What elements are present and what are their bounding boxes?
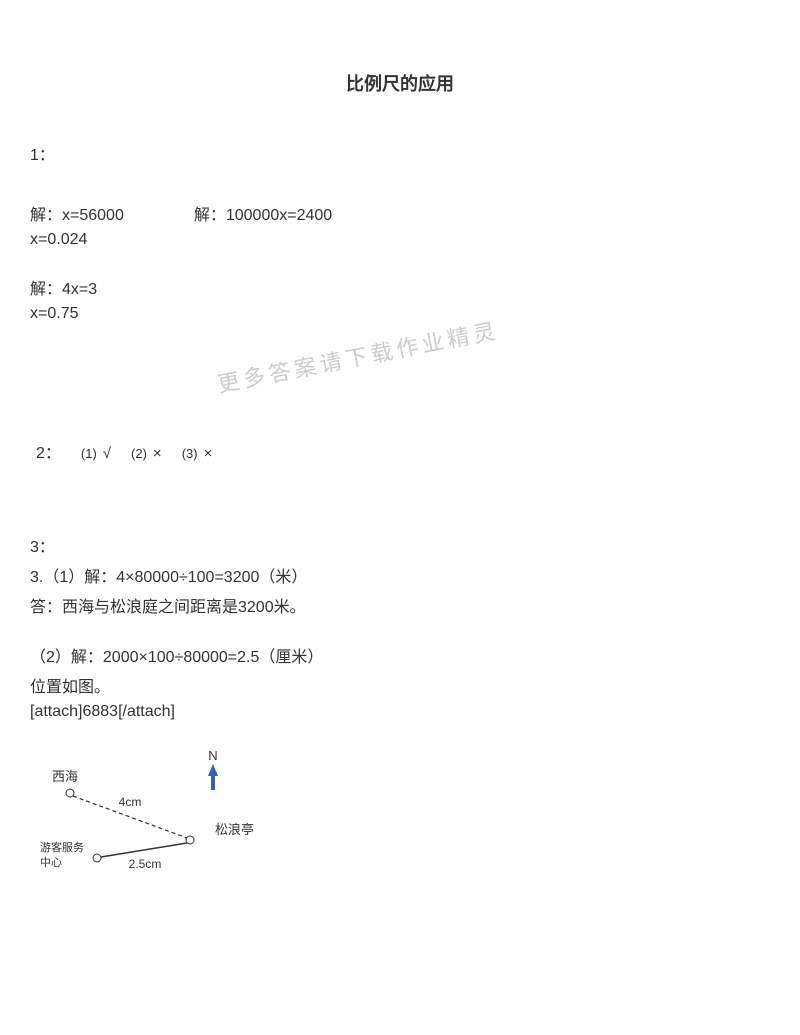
len1-label: 4cm [119,795,142,809]
service-label-1: 游客服务 [40,840,84,854]
q2-label: 2： [36,439,61,463]
q2-mark-3: × [204,445,213,462]
q2-item-1: (1) √ [81,445,111,462]
q3-p1-sol: 3.（1）解：4×80000÷100=3200（米） [30,563,770,587]
map-diagram: N 西海 4cm 松浪亭 游客服务 中心 2.5cm [35,746,770,891]
q2-idx-3: (3) [182,446,198,461]
north-label: N [208,748,217,763]
q2-row: 2： (1) √ (2) × (3) × [30,439,770,463]
q1-label: 1： [30,141,770,165]
q2-item-2: (2) × [131,445,162,462]
q2-item-3: (3) × [182,445,213,462]
xihai-label: 西海 [52,769,78,784]
q3-label: 3： [30,533,770,557]
q3-p1-ans: 答：西海与松浪庭之间距离是3200米。 [30,593,770,617]
q3-p2-pos: 位置如图。 [30,673,770,697]
q1-sol1a: 解：x=56000 [30,201,124,225]
q1-sol2a: 解：4x=3 [30,275,770,299]
page-title: 比例尺的应用 [30,70,770,96]
songlang-label: 松浪亭 [215,822,254,837]
q2-mark-1: √ [103,445,111,462]
xihai-node-icon [66,789,74,797]
solid-line-icon [101,843,187,857]
songlang-node-icon [186,836,194,844]
service-node-icon [93,854,101,862]
q3-attach: [attach]6883[/attach] [30,703,770,721]
q2-idx-2: (2) [131,446,147,461]
q3-p2-sol: （2）解：2000×100÷80000=2.5（厘米） [30,643,770,667]
service-label-2: 中心 [40,856,62,869]
q2-idx-1: (1) [81,446,97,461]
q1-sol1c: x=0.024 [30,231,770,249]
q1-sol2b: x=0.75 [30,305,770,323]
q1-sol1b: 解：100000x=2400 [194,201,332,225]
len2-label: 2.5cm [129,857,162,871]
q2-mark-2: × [153,445,162,462]
north-arrow-icon: N [208,748,218,790]
